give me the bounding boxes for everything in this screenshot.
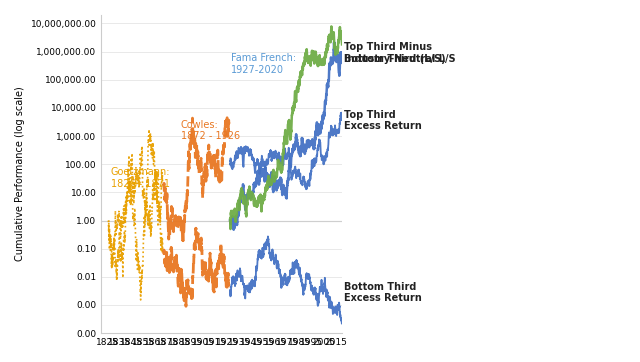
Text: Bottom Third
Excess Return: Bottom Third Excess Return <box>344 282 422 303</box>
Text: Top Third
Excess Return: Top Third Excess Return <box>344 110 422 131</box>
Text: Industry-Neutral L/S: Industry-Neutral L/S <box>344 54 456 64</box>
Text: Top Third Minus
Bottom Third (L/S): Top Third Minus Bottom Third (L/S) <box>344 42 446 64</box>
Y-axis label: Cumulative Performance (log scale): Cumulative Performance (log scale) <box>15 87 25 261</box>
Text: Fama French:
1927-2020: Fama French: 1927-2020 <box>231 54 296 75</box>
Text: Cowles:
1872 - 1926: Cowles: 1872 - 1926 <box>180 119 240 141</box>
Text: Goetzmann:
1826 - 1871: Goetzmann: 1826 - 1871 <box>111 168 170 189</box>
